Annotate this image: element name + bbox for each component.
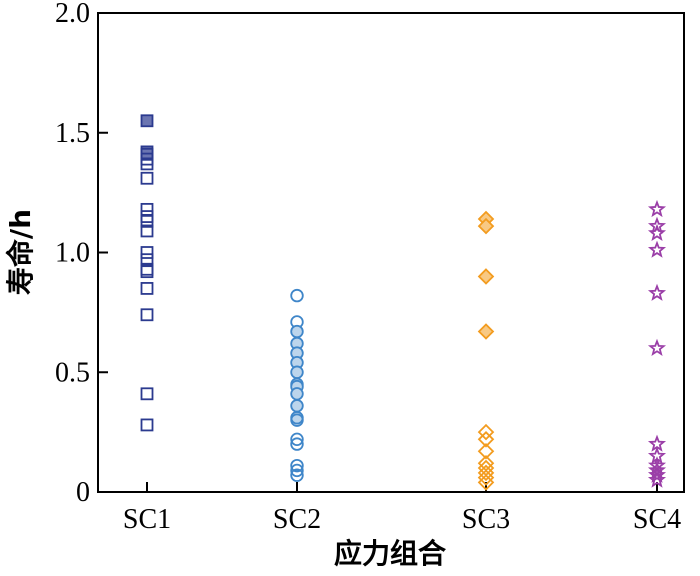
- y-tick-label: 2.0: [55, 0, 90, 29]
- data-point-sc1: [140, 253, 154, 267]
- data-point-sc2: [290, 432, 304, 447]
- y-tick-label: 0: [76, 477, 90, 508]
- data-point-sc2: [290, 324, 304, 339]
- data-point-sc3: [477, 474, 495, 491]
- y-axis-title: 寿命/h: [4, 209, 37, 295]
- data-point-sc2: [290, 413, 304, 427]
- data-point-sc1: [140, 308, 154, 322]
- data-point-sc1: [140, 114, 154, 128]
- data-point-sc4: [647, 216, 667, 234]
- data-point-sc3: [477, 464, 495, 482]
- data-point-sc2: [290, 437, 304, 451]
- data-point-sc3: [477, 431, 495, 448]
- data-point-sc2: [290, 288, 304, 303]
- data-point-sc4: [647, 470, 667, 488]
- data-point-sc4: [647, 283, 667, 301]
- data-point-sc2: [290, 387, 304, 401]
- x-tick-label: SC4: [633, 504, 681, 535]
- y-axis: 0 0.5 1.0 1.5 2.0: [55, 0, 108, 508]
- data-point-sc1: [140, 224, 154, 238]
- data-point-sc1: [140, 282, 154, 295]
- data-point-sc3: [477, 423, 495, 441]
- data-point-sc2: [290, 365, 304, 379]
- data-point-sc3: [477, 469, 495, 486]
- data-point-sc3: [477, 217, 495, 235]
- data-point-sc2: [290, 463, 304, 478]
- data-point-sc1: [140, 171, 154, 185]
- data-point-sc2: [290, 458, 304, 473]
- data-point-sc3: [477, 323, 495, 340]
- data-point-sc4: [647, 465, 667, 483]
- data-point-sc1: [140, 265, 154, 279]
- data-point-sc3: [477, 268, 495, 285]
- plot-frame: [97, 12, 685, 493]
- data-point-sc1: [140, 157, 154, 171]
- x-tick-label: SC2: [273, 504, 321, 535]
- data-point-sc1: [140, 387, 154, 401]
- y-tick-label: 0.5: [55, 357, 90, 388]
- data-point-sc1: [140, 202, 154, 216]
- data-point-sc4: [647, 199, 667, 218]
- y-tick-label: 1.0: [55, 238, 90, 269]
- x-tick-label: SC1: [123, 504, 171, 535]
- data-point-sc3: [477, 459, 495, 477]
- data-point-sc2: [290, 468, 304, 482]
- data-point-sc4: [647, 338, 667, 356]
- data-point-sc4: [647, 240, 667, 258]
- x-tick-label: SC3: [462, 504, 510, 535]
- x-axis: SC1 SC2 SC3 SC4: [123, 482, 681, 535]
- data-point-sc3: [477, 443, 495, 460]
- data-point-sc4: [647, 223, 667, 242]
- data-point-sc1: [140, 214, 154, 228]
- y-tick-label: 1.5: [55, 118, 90, 149]
- data-point-sc1: [140, 418, 154, 432]
- data-point-sc1: [140, 246, 154, 259]
- x-axis-title: 应力组合: [334, 537, 447, 570]
- data-points: [140, 114, 667, 491]
- data-point-sc2: [290, 399, 304, 413]
